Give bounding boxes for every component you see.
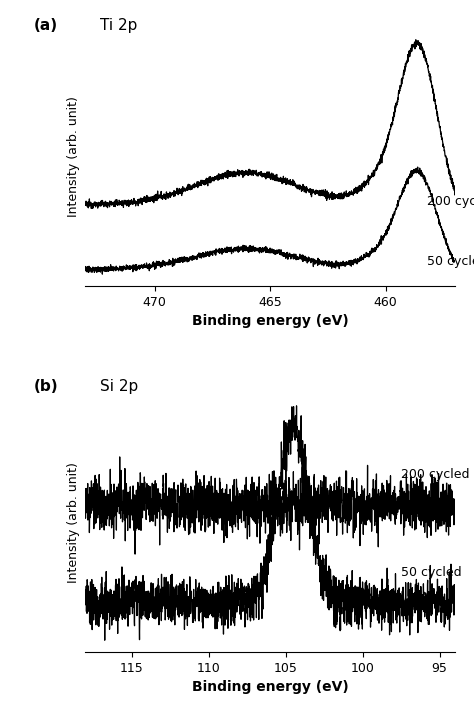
X-axis label: Binding energy (eV): Binding energy (eV) [192, 680, 348, 694]
Y-axis label: Intensity (arb. unit): Intensity (arb. unit) [67, 463, 80, 583]
Text: 200 cycled: 200 cycled [401, 468, 470, 482]
Text: Si 2p: Si 2p [100, 379, 138, 394]
Y-axis label: Intensity (arb. unit): Intensity (arb. unit) [67, 97, 80, 217]
Text: (b): (b) [34, 379, 58, 394]
Text: 200 cycled: 200 cycled [428, 195, 474, 208]
Text: 50 cycled: 50 cycled [428, 255, 474, 268]
Text: (a): (a) [34, 18, 58, 33]
X-axis label: Binding energy (eV): Binding energy (eV) [192, 314, 348, 328]
Text: 50 cycled: 50 cycled [401, 566, 462, 579]
Text: Ti 2p: Ti 2p [100, 18, 137, 33]
